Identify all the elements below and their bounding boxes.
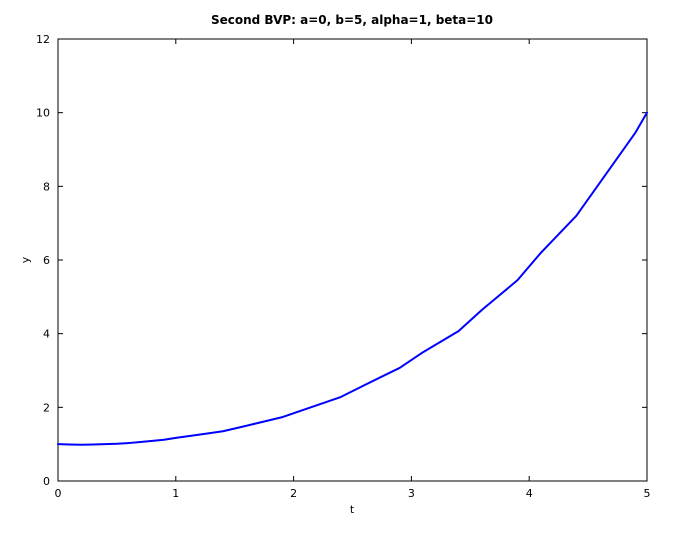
y-tick-label: 2 — [43, 401, 50, 414]
y-tick-label: 8 — [43, 180, 50, 193]
x-tick-label: 0 — [55, 487, 62, 500]
y-tick-label: 0 — [43, 475, 50, 488]
y-tick-label: 4 — [43, 328, 50, 341]
x-axis-ticks: 0 1 2 3 4 5 — [55, 39, 651, 500]
x-tick-label: 3 — [408, 487, 415, 500]
y-axis-ticks: 0 2 4 6 8 10 12 — [36, 33, 647, 488]
x-tick-label: 5 — [644, 487, 651, 500]
series-line-0 — [57, 111, 648, 446]
chart-title: Second BVP: a=0, b=5, alpha=1, beta=10 — [211, 13, 493, 27]
x-tick-label: 4 — [526, 487, 533, 500]
series-layer — [57, 111, 648, 446]
x-tick-label: 1 — [172, 487, 179, 500]
y-tick-label: 6 — [43, 254, 50, 267]
y-tick-label: 10 — [36, 107, 50, 120]
y-tick-label: 12 — [36, 33, 50, 46]
x-tick-label: 2 — [290, 487, 297, 500]
x-axis-label: t — [350, 503, 355, 516]
y-axis-label: y — [19, 256, 32, 263]
